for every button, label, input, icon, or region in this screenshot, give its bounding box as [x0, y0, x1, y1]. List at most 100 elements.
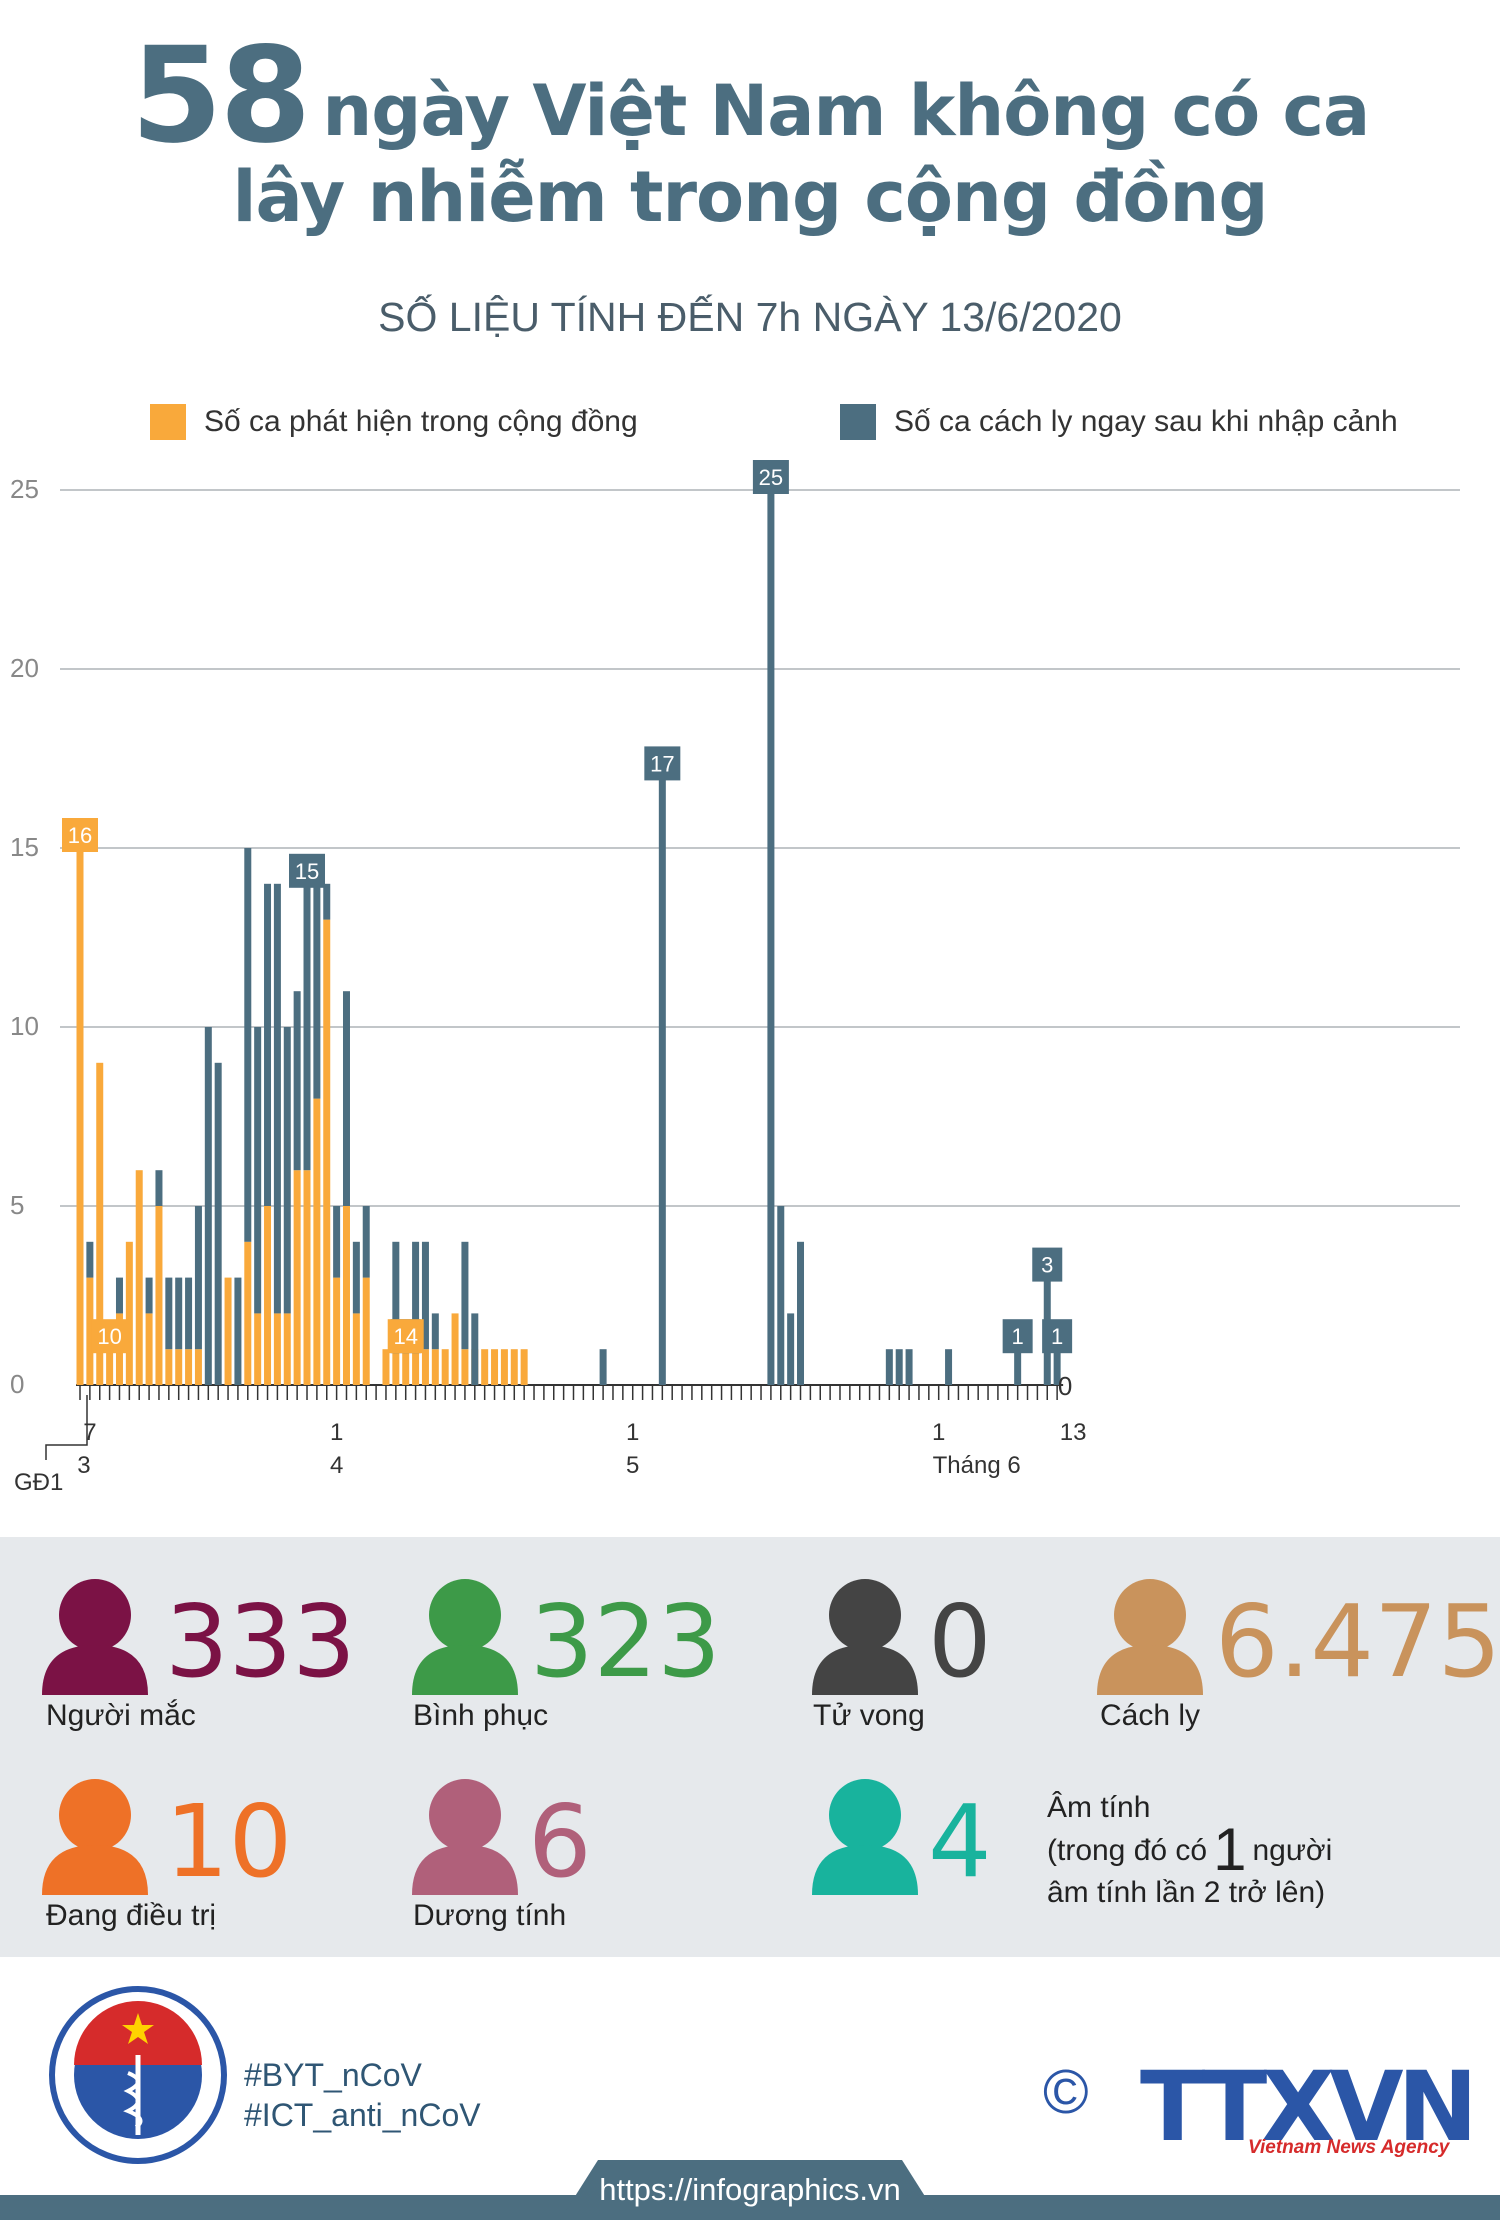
bar-quarantine	[1053, 1349, 1061, 1385]
bar-quarantine	[185, 1277, 193, 1350]
bar-community	[491, 1349, 499, 1385]
y-tick-label: 20	[10, 653, 39, 683]
person-icon	[812, 1779, 918, 1895]
bar-quarantine	[797, 1241, 805, 1385]
ttxvn-logo: TTXVN	[1140, 2051, 1478, 2163]
source-url-link[interactable]: https://infographics.vn	[560, 2160, 940, 2220]
bar-quarantine	[293, 991, 301, 1171]
stat-positive-value: 6	[528, 1783, 592, 1900]
data-label: 14	[393, 1324, 417, 1349]
bar-quarantine	[352, 1241, 360, 1314]
x-tick-label-day: 1	[932, 1419, 945, 1446]
bar-quarantine	[658, 776, 666, 1385]
legend-item-quarantine: Số ca cách ly ngay sau khi nhập cảnh	[840, 404, 1398, 440]
person-icon	[42, 1579, 148, 1695]
footer: #BYT_nCoV #ICT_anti_nCoV © TTXVN Vietnam…	[0, 1957, 1500, 2220]
bar-quarantine	[283, 1027, 291, 1314]
bar-community	[135, 1170, 143, 1385]
bar-quarantine	[204, 1027, 212, 1385]
subtitle: SỐ LIỆU TÍNH ĐẾN 7h NGÀY 13/6/2020	[378, 294, 1122, 340]
stat-in-treatment-label: Đang điều trị	[46, 1899, 217, 1932]
bar-quarantine	[787, 1313, 795, 1385]
bar-quarantine	[165, 1277, 173, 1350]
bar-community	[76, 848, 84, 1385]
bar-community	[86, 1277, 94, 1385]
data-label-box	[91, 1319, 128, 1354]
bar-community	[224, 1277, 232, 1385]
bar-quarantine	[303, 883, 311, 1171]
chart-legend: Số ca phát hiện trong cộng đồng Số ca cá…	[0, 404, 1500, 454]
x-tick-label-month: 4	[330, 1452, 343, 1479]
bar-quarantine	[254, 1027, 262, 1314]
data-label: 15	[295, 859, 319, 884]
phase-label: GĐ1	[14, 1469, 63, 1496]
title-line-1: ngày Việt Nam không có ca	[322, 70, 1370, 152]
bar-quarantine	[767, 490, 775, 1385]
stat-deaths-value: 0	[928, 1583, 992, 1700]
bar-quarantine	[234, 1277, 242, 1385]
bar-community	[520, 1349, 528, 1385]
bar-community	[273, 1313, 281, 1385]
title-line-2: lây nhiễm trong cộng đồng	[232, 156, 1269, 238]
bar-quarantine	[342, 991, 350, 1206]
data-label: 16	[68, 823, 92, 848]
bar-quarantine	[599, 1349, 607, 1385]
bar-community	[145, 1313, 153, 1385]
stat-in-treatment-value: 10	[165, 1783, 293, 1900]
data-label-box	[1032, 1247, 1063, 1282]
bar-community	[293, 1170, 301, 1385]
bar-quarantine	[471, 1313, 479, 1385]
negative-note-line3: âm tính lần 2 trở lên)	[1047, 1876, 1326, 1909]
stat-positive-label: Dương tính	[413, 1899, 567, 1932]
stat-recovered-value: 323	[530, 1583, 721, 1700]
bar-quarantine	[155, 1170, 163, 1206]
y-tick-label: 0	[10, 1369, 24, 1399]
stat-recovered-label: Bình phục	[413, 1699, 549, 1732]
bar-quarantine	[264, 883, 272, 1206]
negative-note-num: 1	[1213, 1816, 1247, 1883]
bar-quarantine	[431, 1313, 439, 1350]
data-label: 10	[97, 1324, 121, 1349]
person-icon	[1097, 1579, 1203, 1695]
y-tick-label: 25	[10, 474, 39, 504]
bar-community	[283, 1313, 291, 1385]
ministry-of-health-seal-icon	[49, 1986, 227, 2164]
stat-quarantined-value: 6.475	[1215, 1583, 1500, 1700]
bar-community	[264, 1206, 272, 1385]
y-tick-label: 10	[10, 1011, 39, 1041]
bar-community	[175, 1349, 183, 1385]
bar-community	[451, 1313, 459, 1385]
stat-deaths-label: Tử vong	[813, 1699, 925, 1732]
data-label: 1	[1051, 1324, 1063, 1349]
person-icon	[812, 1579, 918, 1695]
negative-note-post: người	[1252, 1834, 1333, 1867]
bar-quarantine	[362, 1206, 370, 1278]
bar-quarantine	[244, 848, 252, 1242]
data-label-box	[644, 746, 681, 781]
bar-community	[421, 1349, 429, 1385]
x-tick-label-month: Tháng 6	[933, 1452, 1021, 1479]
negative-note: Âm tính (trong đó có 1 người âm tính lần 2…	[1047, 1787, 1332, 1914]
legend-swatch-community	[150, 404, 186, 440]
bar-quarantine	[885, 1349, 893, 1385]
bar-community	[313, 1098, 321, 1385]
bar-community	[362, 1277, 370, 1385]
bar-community	[441, 1349, 449, 1385]
bar-community	[431, 1349, 439, 1385]
bar-community	[254, 1313, 262, 1385]
bar-community	[500, 1349, 508, 1385]
phase-marker	[45, 1395, 88, 1460]
bar-quarantine	[461, 1241, 469, 1350]
hashtag-ict: #ICT_anti_nCoV	[244, 2097, 481, 2133]
bar-quarantine	[145, 1277, 153, 1314]
person-icon	[412, 1579, 518, 1695]
bar-community	[303, 1170, 311, 1385]
bar-quarantine	[1014, 1349, 1022, 1385]
legend-item-community: Số ca phát hiện trong cộng đồng	[150, 404, 638, 440]
x-tick-label-day: 1	[330, 1419, 343, 1446]
data-label: 25	[759, 465, 783, 490]
bar-community	[481, 1349, 489, 1385]
y-tick-label: 5	[10, 1190, 24, 1220]
bar-community	[165, 1349, 173, 1385]
bar-quarantine	[86, 1241, 94, 1278]
